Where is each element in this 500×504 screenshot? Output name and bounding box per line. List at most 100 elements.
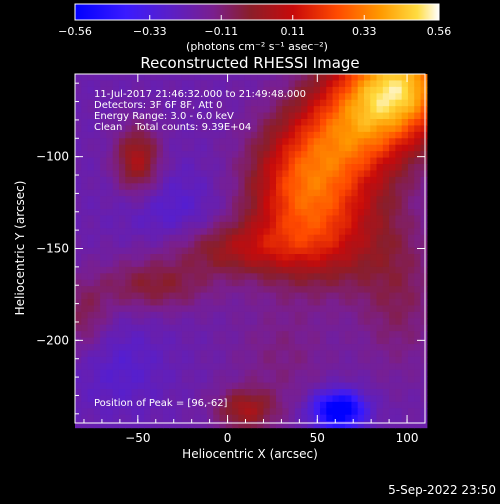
heatmap-cell [125,318,133,326]
heatmap-cell [288,202,296,210]
heatmap-cell [307,331,315,339]
heatmap-cell [357,382,365,390]
heatmap-cell [175,376,183,384]
heatmap-cell [125,183,133,191]
heatmap-cell [326,324,334,332]
heatmap-cell [301,414,309,422]
heatmap-cell [137,215,145,223]
heatmap-cell [338,247,346,255]
heatmap-cell [276,183,283,191]
heatmap-cell [301,202,309,210]
heatmap-cell [206,202,214,210]
heatmap-cell [219,119,227,127]
heatmap-cell [351,337,359,345]
heatmap-cell [320,215,327,223]
heatmap-cell [401,382,409,390]
heatmap-cell [395,344,403,352]
heatmap-cell [175,363,183,371]
heatmap-cell [401,234,409,242]
heatmap-cell [169,279,177,287]
heatmap-cell [213,389,221,397]
heatmap-cell [225,331,233,339]
heatmap-cell [288,74,296,82]
heatmap-cell [382,93,390,101]
heatmap-cell [288,260,296,268]
heatmap-cell [288,183,296,191]
heatmap-cell [75,350,82,358]
heatmap-cell [263,414,271,422]
heatmap-cell [162,369,170,377]
heatmap-cell [213,144,221,152]
heatmap-cell [307,138,315,146]
heatmap-cell [357,157,365,165]
heatmap-cell [395,389,403,397]
heatmap-cell [112,369,120,377]
heatmap-cell [320,119,327,127]
heatmap-cell [288,421,296,429]
heatmap-cell [301,209,309,217]
heatmap-cell [232,299,239,307]
heatmap-cell [156,401,164,409]
heatmap-cell [87,324,95,332]
heatmap-cell [200,414,208,422]
heatmap-cell [194,414,202,422]
heatmap-cell [257,93,265,101]
heatmap-cell [294,234,302,242]
heatmap-cell [125,221,133,229]
heatmap-cell [307,221,315,229]
heatmap-cell [100,408,108,416]
heatmap-cell [75,170,82,178]
heatmap-cell [313,408,321,416]
heatmap-cell [181,86,189,94]
heatmap-cell [257,356,265,364]
heatmap-cell [81,266,89,274]
heatmap-cell [363,99,371,107]
heatmap-cell [263,389,271,397]
heatmap-cell [320,421,327,429]
heatmap-cell [75,401,82,409]
heatmap-cell [100,356,108,364]
heatmap-cell [326,337,334,345]
heatmap-cell [200,209,208,217]
heatmap-cell [81,389,89,397]
heatmap-cell [175,112,183,120]
heatmap-cell [162,292,170,300]
heatmap-cell [313,324,321,332]
heatmap-cell [357,209,365,217]
heatmap-cell [144,273,151,281]
heatmap-cell [232,279,239,287]
heatmap-cell [395,151,403,159]
heatmap-cell [112,376,120,384]
heatmap-cell [301,260,309,268]
heatmap-cell [112,279,120,287]
heatmap-cell [338,74,346,82]
heatmap-cell [338,382,346,390]
heatmap-cell [93,144,101,152]
heatmap-cell [213,305,221,313]
heatmap-cell [125,112,133,120]
heatmap-cell [307,106,315,114]
heatmap-cell [181,299,189,307]
heatmap-cell [382,144,390,152]
heatmap-cell [156,196,164,204]
heatmap-cell [263,209,271,217]
heatmap-cell [112,183,120,191]
heatmap-cell [376,318,384,326]
heatmap-cell [200,344,208,352]
heatmap-cell [357,266,365,274]
heatmap-cell [351,254,359,262]
heatmap-cell [382,196,390,204]
heatmap-cell [238,228,246,236]
heatmap-cell [125,344,133,352]
heatmap-cell [294,292,302,300]
heatmap-cell [206,279,214,287]
heatmap-cell [219,318,227,326]
heatmap-cell [181,176,189,184]
heatmap-cell [338,376,346,384]
heatmap-cell [250,99,258,107]
heatmap-cell [238,350,246,358]
heatmap-cell [93,221,101,229]
heatmap-cell [338,164,346,172]
heatmap-cell [125,234,133,242]
heatmap-cell [225,157,233,165]
